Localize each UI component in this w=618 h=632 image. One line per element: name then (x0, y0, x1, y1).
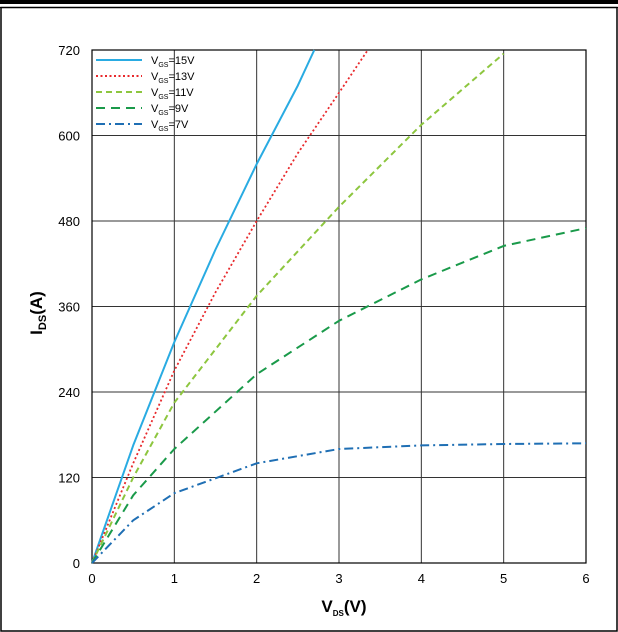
y-tick-label: 120 (58, 471, 80, 486)
x-tick-label: 4 (418, 571, 425, 586)
x-tick-label: 2 (253, 571, 260, 586)
legend-label-3: VGS=9V (151, 103, 189, 117)
plot-area (91, 49, 587, 564)
x-axis-title: VDS(V) (321, 597, 366, 618)
legend-label-4: VGS=7V (151, 119, 189, 133)
outer-box (0, 6, 618, 632)
y-tick-label: 600 (58, 129, 80, 144)
legend-label-2: VGS=11V (151, 87, 194, 101)
y-tick-label: 360 (58, 300, 80, 315)
top-border (0, 0, 618, 4)
y-tick-labels: 0 120 240 360 480 600 720 (58, 43, 80, 571)
y-tick-label: 240 (58, 385, 80, 400)
series-line-1 (91, 49, 369, 564)
x-tick-label: 1 (171, 571, 178, 586)
x-tick-labels: 0 1 2 3 4 5 6 (88, 571, 589, 586)
x-tick-label: 5 (500, 571, 507, 586)
legend-label-0: VGS=15V (151, 55, 195, 69)
y-tick-label: 0 (73, 556, 80, 571)
legend: VGS=15V VGS=13V VGS=11V VGS=9V VGS=7V (96, 55, 195, 133)
plot-border (91, 49, 587, 564)
x-tick-label: 3 (335, 571, 342, 586)
y-tick-label: 480 (58, 214, 80, 229)
series-line-0 (91, 49, 316, 564)
x-tick-label: 0 (88, 571, 95, 586)
series-line-3 (91, 227, 587, 564)
x-tick-label: 6 (582, 571, 589, 586)
y-axis-title: IDS(A) (27, 291, 49, 335)
series-line-2 (91, 52, 505, 564)
series-group (91, 49, 587, 564)
y-tick-label: 720 (58, 43, 80, 58)
legend-label-1: VGS=13V (151, 71, 195, 85)
